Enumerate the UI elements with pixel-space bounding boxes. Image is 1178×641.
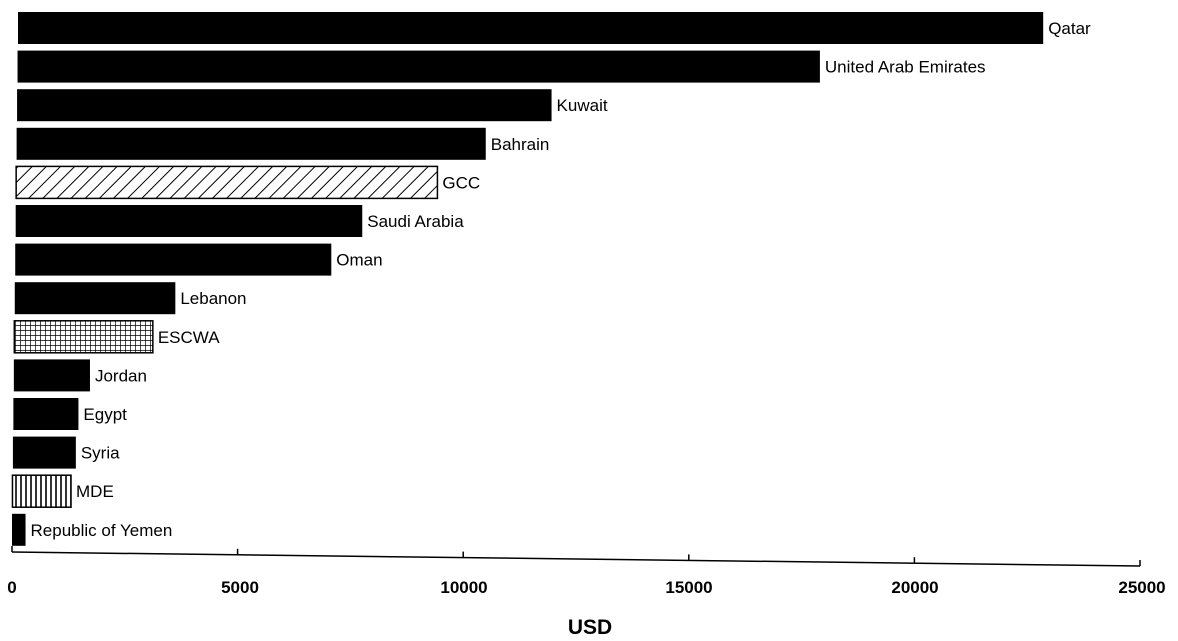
bar-syria <box>12 436 76 469</box>
bar-label-united-arab-emirates: United Arab Emirates <box>825 58 986 77</box>
bar-gcc <box>15 165 439 200</box>
bar-label-egypt: Egypt <box>83 405 127 424</box>
bar-kuwait <box>17 89 552 122</box>
bar-label-saudi-arabia: Saudi Arabia <box>367 212 464 231</box>
x-axis-line <box>11 551 1141 567</box>
bar-label-republic-of-yemen: Republic of Yemen <box>31 521 173 540</box>
bar-bahrain <box>16 127 486 160</box>
bar-united-arab-emirates <box>17 50 820 83</box>
bar-republic-of-yemen <box>12 513 26 546</box>
bar-label-mde: MDE <box>76 482 114 501</box>
bar-label-syria: Syria <box>81 444 120 463</box>
bar-label-bahrain: Bahrain <box>491 135 550 154</box>
x-tick-label-10000: 10000 <box>440 578 487 597</box>
bar-label-jordan: Jordan <box>95 366 147 385</box>
bar-label-qatar: Qatar <box>1048 19 1091 38</box>
x-tick-label-15000: 15000 <box>665 578 712 597</box>
bar-lebanon <box>14 282 176 315</box>
x-tick-label-20000: 20000 <box>891 578 938 597</box>
bar-label-gcc: GCC <box>442 173 480 192</box>
bar-escwa <box>13 320 154 354</box>
bar-mde <box>11 474 72 508</box>
x-tick-label-5000: 5000 <box>221 578 259 597</box>
bar-oman <box>15 243 332 276</box>
bar-saudi-arabia <box>15 205 363 237</box>
bar-label-kuwait: Kuwait <box>557 96 608 115</box>
bar-label-lebanon: Lebanon <box>180 289 246 308</box>
x-tick-label-0: 0 <box>7 578 16 597</box>
bar-label-oman: Oman <box>336 251 382 270</box>
x-tick-label-25000: 25000 <box>1118 578 1165 597</box>
bar-jordan <box>13 359 90 392</box>
bar-qatar <box>18 12 1044 44</box>
bar-label-escwa: ESCWA <box>158 328 220 347</box>
bar-egypt <box>13 398 79 430</box>
x-axis-title: USD <box>568 616 612 639</box>
